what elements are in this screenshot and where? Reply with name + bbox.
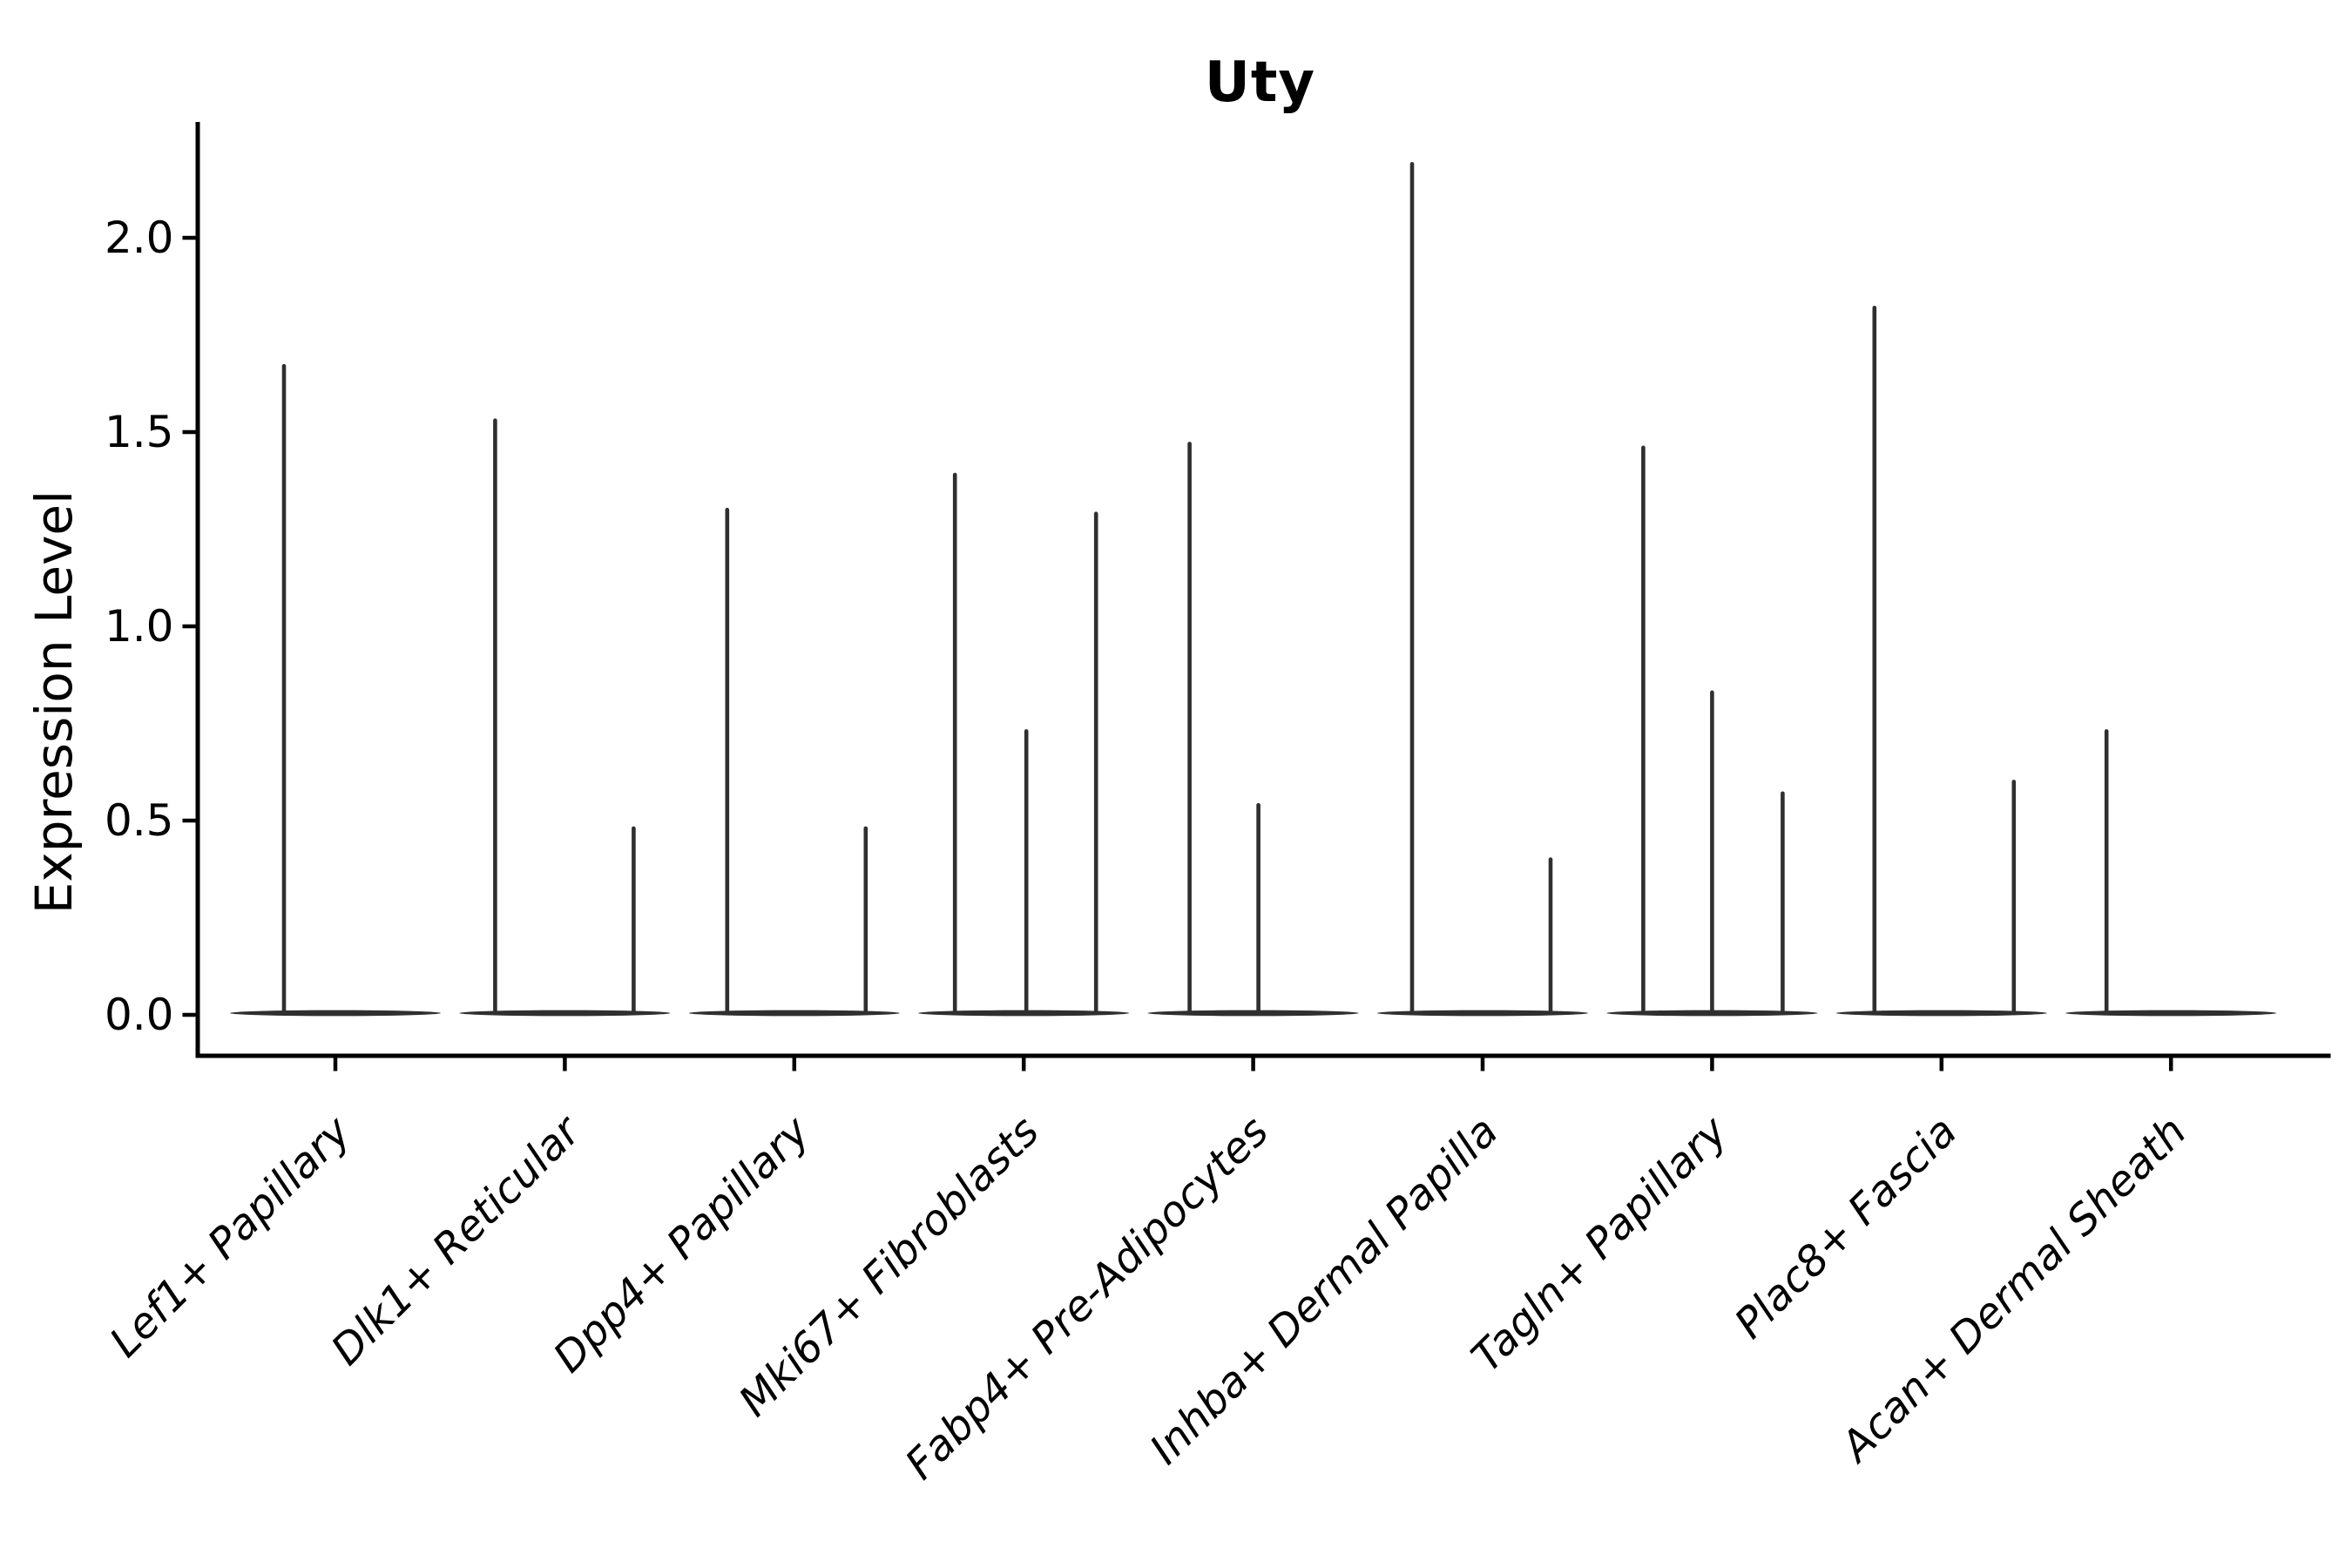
violin-base (688, 1010, 900, 1017)
y-tick-label: 2.0 (105, 213, 174, 263)
x-tick-mark (792, 1058, 797, 1071)
x-tick-label: Fabp4+ Pre-Adipocytes (896, 1107, 1279, 1490)
x-tick-mark (1710, 1058, 1714, 1071)
violin-base (1147, 1010, 1359, 1017)
x-tick-mark (1251, 1058, 1255, 1071)
y-tick-mark (182, 1012, 196, 1017)
x-axis-spine (195, 1053, 2331, 1058)
x-tick-mark (1021, 1058, 1026, 1071)
x-tick-mark (2168, 1058, 2173, 1071)
x-tick-mark (1939, 1058, 1944, 1071)
y-tick-label: 0.5 (105, 795, 174, 846)
y-tick-mark (182, 818, 196, 823)
x-tick-mark (563, 1058, 567, 1071)
violin-base (1377, 1010, 1588, 1017)
y-tick-mark (182, 624, 196, 629)
y-axis-spine (195, 122, 200, 1058)
x-tick-mark (1480, 1058, 1485, 1071)
y-tick-mark (182, 429, 196, 435)
y-tick-label: 1.5 (105, 407, 174, 457)
violin-base (459, 1010, 671, 1017)
y-tick-label: 0.0 (105, 990, 174, 1040)
y-tick-mark (182, 235, 196, 240)
x-tick-label: Dpp4+ Papillary (544, 1106, 820, 1382)
violin-base (2065, 1010, 2277, 1017)
x-tick-label: Tagln+ Papillary (1463, 1106, 1738, 1382)
x-tick-label: Lef1+ Papillary (100, 1106, 361, 1367)
y-axis-label: Expression Level (24, 490, 84, 914)
y-tick-label: 1.0 (105, 601, 174, 652)
x-tick-mark (333, 1058, 338, 1071)
violin-base (1835, 1010, 2047, 1017)
x-tick-label: Plac8+ Fascia (1726, 1107, 1967, 1348)
violin-base (918, 1010, 1130, 1017)
violin-base (230, 1010, 441, 1017)
x-tick-label: Dlk1+ Reticular (322, 1105, 592, 1375)
